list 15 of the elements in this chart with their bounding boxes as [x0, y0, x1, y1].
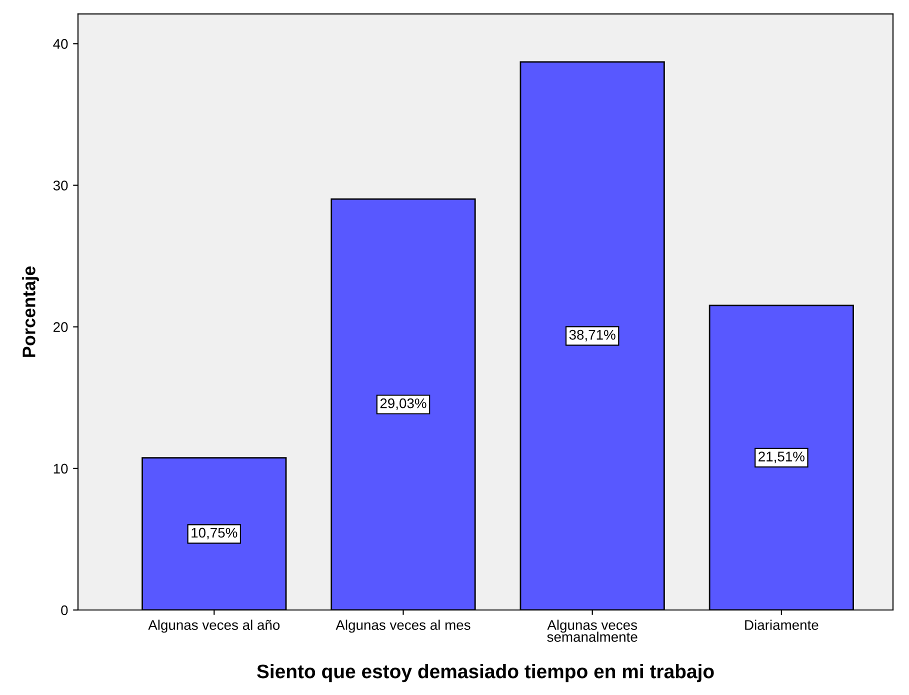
x-tick-label: Algunas veces semanalmente: [547, 620, 638, 642]
data-label: 29,03%: [380, 398, 426, 410]
y-axis-title: Porcentaje: [22, 266, 39, 357]
y-tick-label: 30: [53, 180, 68, 190]
x-tick-label: Algunas veces al mes: [336, 620, 470, 633]
y-tick-label: 0: [61, 605, 68, 616]
x-axis-title: Siento que estoy demasiado tiempo en mi trabajo: [257, 664, 714, 682]
y-tick-label: 20: [54, 322, 68, 332]
data-label: 10,75%: [192, 528, 238, 540]
data-label: 21,51%: [758, 452, 804, 464]
x-tick-label: Algunas veces al año: [148, 620, 280, 633]
y-tick-label: 10: [54, 464, 68, 474]
y-tick-label: 40: [53, 39, 68, 49]
x-tick-label: Diariamente: [745, 620, 818, 630]
data-label: 38,71%: [569, 330, 616, 342]
